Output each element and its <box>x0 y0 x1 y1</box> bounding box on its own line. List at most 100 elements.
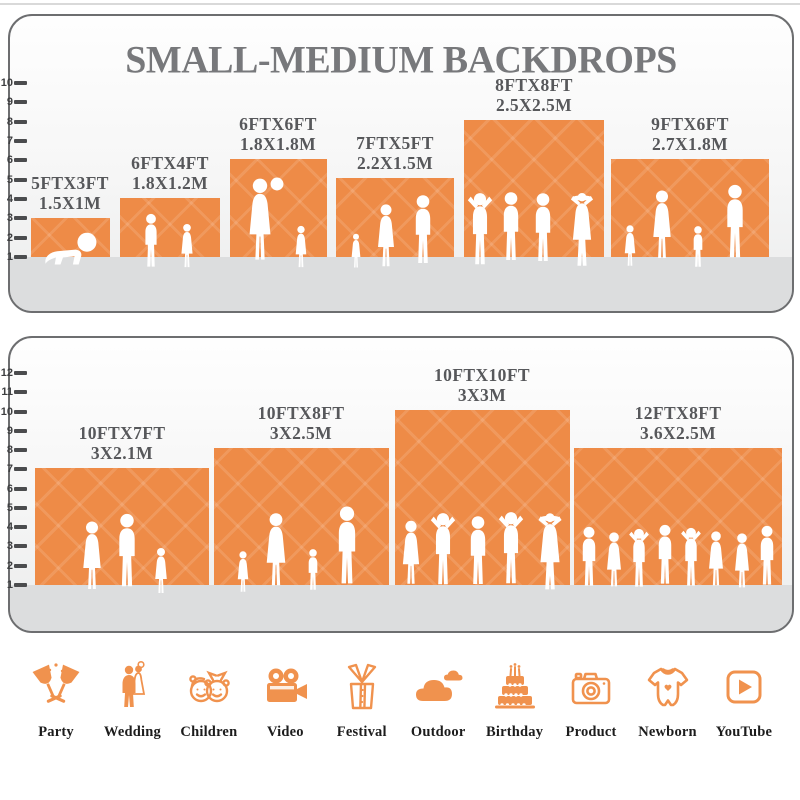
ruler-tick-number: 6 <box>6 482 13 495</box>
backdrop-bar-7x5 <box>336 178 454 268</box>
ruler-tick: 10 <box>0 77 27 89</box>
bar-label: 10FTX10FT 3X3M <box>434 364 530 406</box>
bar-label: 6FTX6FT 1.8X1.8M <box>239 113 317 155</box>
ruler-tick-mark <box>14 138 27 143</box>
backdrop-bar-6x4 <box>120 198 220 268</box>
ruler-tick-mark <box>14 196 27 201</box>
category-newborn: Newborn <box>632 658 704 741</box>
ruler-tick-number: 11 <box>1 386 13 399</box>
ruler-tick-number: 3 <box>6 540 13 553</box>
page-title: SMALL-MEDIUM BACKDROPS <box>125 38 677 82</box>
youtube-play-icon <box>722 658 766 716</box>
video-camera-icon <box>260 658 310 716</box>
ruler-tick-number: 7 <box>6 463 13 476</box>
ruler-tick: 5 <box>0 502 27 514</box>
ruler-tick-mark <box>14 582 27 587</box>
bar-label: 8FTX8FT 2.5X2.5M <box>495 74 573 116</box>
bar-label: 10FTX7FT 3X2.1M <box>78 422 166 464</box>
ruler-tick: 1 <box>0 579 27 591</box>
category-row: Party Wedding <box>0 658 800 741</box>
category-label: Birthday <box>486 724 544 740</box>
ruler-tick: 7 <box>0 463 27 475</box>
people-silhouette-kids <box>145 213 193 268</box>
ruler-tick-number: 2 <box>6 231 13 244</box>
ruler-tick-mark <box>14 158 27 163</box>
ruler-tick-number: 4 <box>6 521 13 534</box>
category-label: Newborn <box>638 724 697 740</box>
ruler-tick: 4 <box>0 193 27 205</box>
bar-label: 9FTX6FT 2.7X1.8M <box>651 113 729 155</box>
bar-label: 12FTX8FT 3.6X2.5M <box>634 402 722 444</box>
category-label: Children <box>180 724 238 740</box>
outdoor-clouds-icon <box>413 658 463 716</box>
ruler-tick: 9 <box>0 425 27 437</box>
bar-label: 7FTX5FT 2.2X1.5M <box>356 132 434 174</box>
backdrop-bar-12x8 <box>574 448 782 588</box>
people-silhouette-crowd8 <box>582 524 774 588</box>
ruler-tick-number: 1 <box>6 250 13 263</box>
category-label: Outdoor <box>410 724 466 740</box>
ruler-tick-mark <box>14 371 27 375</box>
bar-label: 6FTX4FT 1.8X1.2M <box>131 152 209 194</box>
ruler-tick: 8 <box>0 116 27 128</box>
ruler-tick-mark <box>14 505 27 510</box>
ruler-tick-number: 7 <box>6 134 13 147</box>
ruler-tick-mark <box>14 216 27 221</box>
panel-small-medium: SMALL-MEDIUM BACKDROPS 5FTX3FT 1.5X1M 6FT… <box>8 14 794 313</box>
backdrop-bar-6x6 <box>230 159 327 268</box>
children-faces-icon <box>184 658 234 716</box>
ruler-tick: 7 <box>0 135 27 147</box>
ruler-tick-mark <box>14 409 27 414</box>
festival-gift-icon <box>339 658 385 716</box>
people-silhouette-baby <box>45 232 97 265</box>
category-label: Product <box>565 724 617 740</box>
bar-label: 5FTX3FT 1.5X1M <box>31 172 109 214</box>
people-silhouette-group5 <box>402 512 562 590</box>
ruler-tick: 6 <box>0 154 27 166</box>
category-product: Product <box>555 658 627 741</box>
category-label: YouTube <box>715 724 773 740</box>
ruler-tick-number: 1 <box>6 578 13 591</box>
people-silhouette-family3 <box>351 195 431 268</box>
ruler-tick-mark <box>14 119 27 124</box>
people-silhouette-group4 <box>467 192 594 266</box>
ruler-tick-mark <box>14 81 27 85</box>
backdrop-bar-10x7 <box>35 468 209 593</box>
ruler-tick-mark <box>14 544 27 549</box>
ruler-tick-mark <box>14 563 27 568</box>
ruler-tick: 8 <box>0 444 27 456</box>
wedding-couple-icon <box>110 658 154 716</box>
category-label: Festival <box>336 724 387 740</box>
ruler-panel2: 12 11 10 9 8 7 6 5 4 3 2 1 <box>0 0 30 800</box>
newborn-onesie-icon <box>644 658 692 716</box>
ruler-tick-mark <box>14 467 27 472</box>
ruler-tick: 2 <box>0 560 27 572</box>
ruler-tick-number: 4 <box>6 192 13 205</box>
ruler-tick: 10 <box>0 406 27 418</box>
ruler-tick-number: 5 <box>6 501 13 514</box>
ruler-tick-mark <box>14 177 27 182</box>
ruler-tick-mark <box>14 448 27 453</box>
ruler-tick: 11 <box>0 386 27 398</box>
ruler-tick-number: 6 <box>6 154 13 167</box>
ruler-tick-mark <box>14 525 27 530</box>
ruler-tick-mark <box>14 390 27 395</box>
category-label: Video <box>266 724 304 740</box>
category-party: Party <box>20 658 92 741</box>
people-silhouette-family4 <box>237 506 356 592</box>
ruler-tick: 5 <box>0 174 27 186</box>
ruler-tick-number: 2 <box>6 559 13 572</box>
ruler-tick: 9 <box>0 96 27 108</box>
ruler-tick-mark <box>14 486 27 491</box>
floor-strip <box>10 257 792 311</box>
floor-strip <box>10 585 792 631</box>
ruler-tick-mark <box>14 254 27 259</box>
ruler-tick: 4 <box>0 521 27 533</box>
ruler-tick-number: 12 <box>0 367 13 379</box>
ruler-tick: 12 <box>0 367 27 379</box>
ruler-tick-number: 9 <box>6 424 13 437</box>
category-label: Party <box>38 724 74 740</box>
panel-medium-large: 10FTX7FT 3X2.1M 10FTX8FT 3X2.5M 10FTX10 <box>8 336 794 633</box>
ruler-tick-number: 5 <box>6 173 13 186</box>
ruler-tick-number: 10 <box>0 405 13 418</box>
